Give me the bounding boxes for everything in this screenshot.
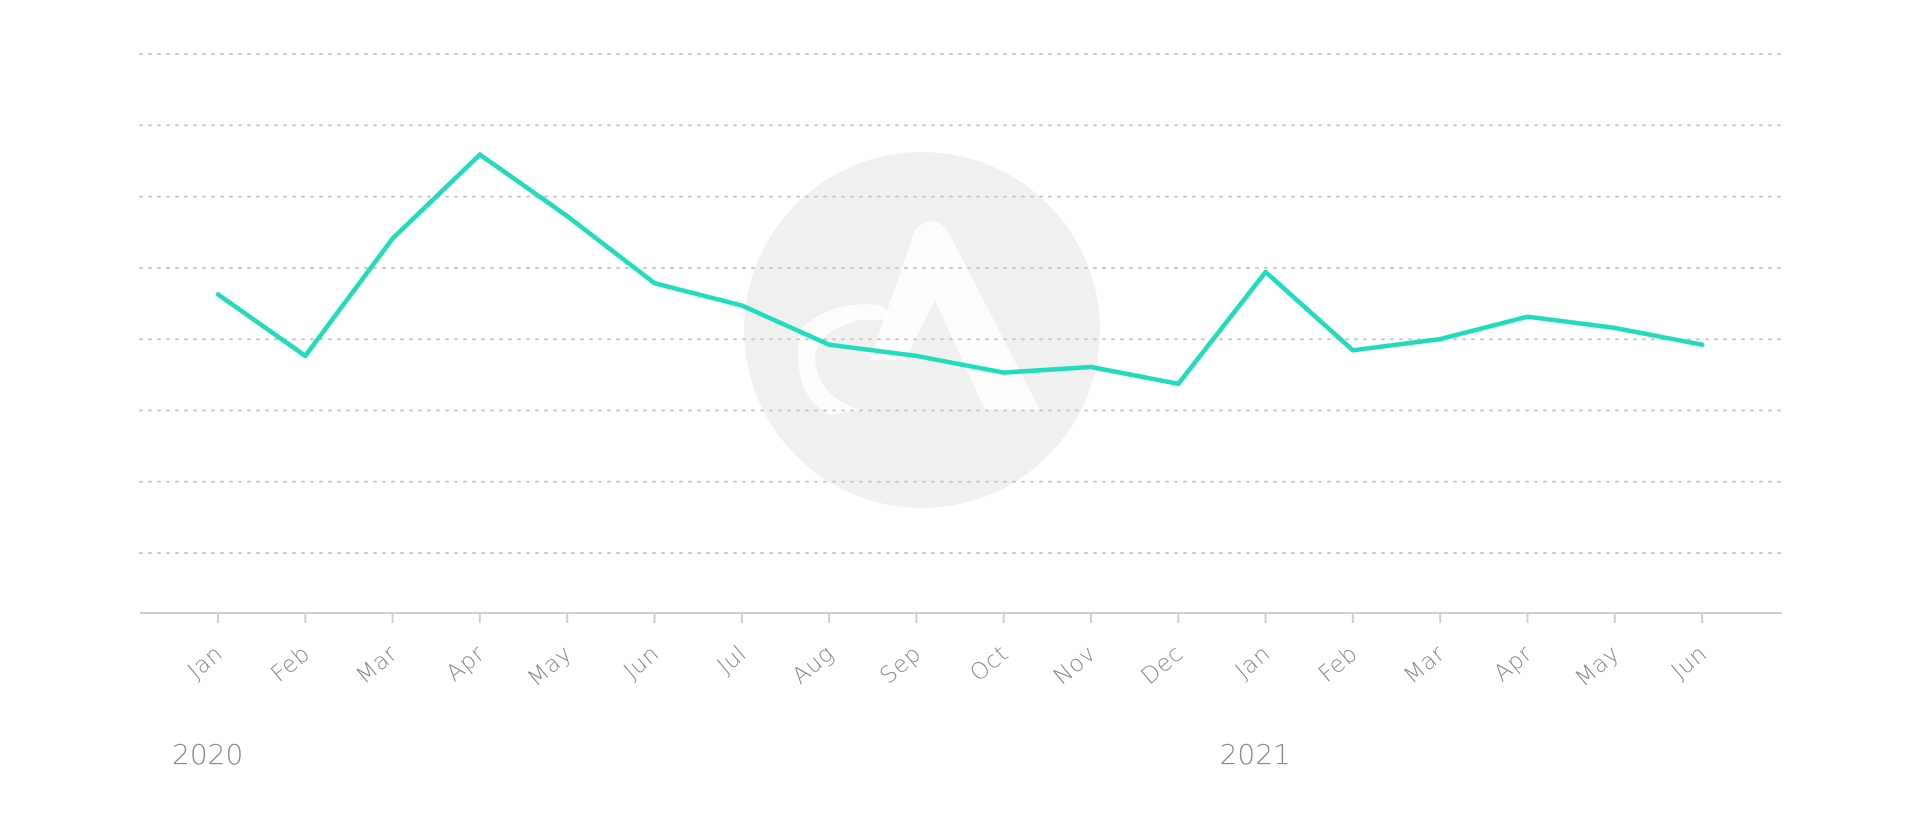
data-point: [1525, 314, 1530, 319]
x-tick-label: Mar: [352, 641, 403, 690]
series-group: [215, 152, 1705, 387]
watermark-glyph-2: [798, 304, 900, 415]
data-point: [1176, 381, 1181, 386]
x-tick-label: Jan: [1231, 641, 1276, 685]
x-tick-label: Apr: [1489, 641, 1537, 687]
data-point: [914, 353, 919, 359]
x-tick-labels: Jan Feb Mar Apr May Jun Jul Aug Sep Oct Nov Dec Jan F…: [183, 641, 1712, 692]
x-tick-label: Aug: [787, 641, 839, 690]
data-point: [477, 152, 483, 157]
series-line: [215, 152, 1705, 387]
data-point: [303, 353, 308, 359]
data-point: [652, 281, 657, 286]
watermark-circle: [744, 152, 1100, 508]
x-tick-label: Sep: [875, 641, 926, 690]
year-label: 2020: [172, 738, 243, 771]
x-axis: [140, 612, 1782, 623]
data-point: [1699, 342, 1705, 347]
x-tick-label: Mar: [1399, 641, 1450, 690]
year-labels: 2020 2021: [172, 738, 1291, 771]
x-tick-label: Apr: [442, 641, 490, 687]
x-tick-label: May: [523, 641, 577, 692]
data-point: [1350, 348, 1356, 353]
data-point: [1263, 269, 1268, 275]
year-label: 2021: [1220, 738, 1291, 771]
data-point: [1438, 336, 1443, 342]
watermark-glyph: [870, 221, 1040, 410]
data-point: [390, 236, 395, 241]
data-point: [1001, 370, 1006, 375]
x-tick-label: Jun: [1667, 641, 1712, 685]
x-tick-label: Nov: [1049, 641, 1101, 691]
x-tick-label: Feb: [1314, 641, 1363, 688]
x-tick-label: May: [1571, 641, 1625, 692]
grid-lines: [139, 53, 1783, 555]
data-point: [739, 303, 744, 308]
x-tick-label: Dec: [1136, 641, 1188, 690]
x-tick-label: Jun: [619, 641, 664, 685]
watermark-logo-icon: [744, 152, 1100, 508]
data-point: [1612, 325, 1618, 331]
data-point: [1088, 364, 1094, 370]
data-point: [215, 292, 221, 297]
x-tick-label: Jul: [713, 641, 752, 680]
x-tick-label: Oct: [965, 641, 1013, 687]
x-tick-label: Feb: [266, 641, 315, 688]
x-tick-label: Jan: [183, 641, 228, 685]
data-point: [565, 213, 570, 219]
data-point: [826, 342, 832, 347]
